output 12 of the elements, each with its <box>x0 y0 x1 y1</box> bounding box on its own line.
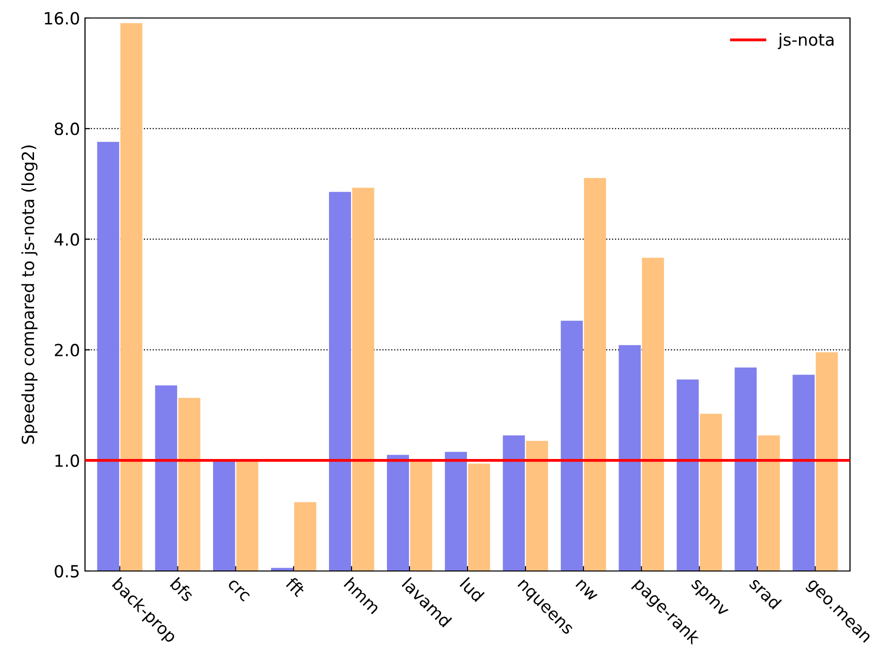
x-tick-label: fft <box>284 576 306 598</box>
y-tick-label: 16.0 <box>44 12 80 25</box>
y-tick-label: 0.5 <box>54 564 79 578</box>
y-tick-label: 2.0 <box>54 344 80 356</box>
x-tick-label: nw <box>576 579 598 602</box>
legend-label: js-nota <box>778 33 834 50</box>
y-axis-title: Speedup compared to js-nota (log2) <box>21 146 38 444</box>
x-tick-label: lud <box>459 576 485 602</box>
y-tick-label: 8.0 <box>54 122 80 136</box>
x-tick-label: crc <box>227 578 250 602</box>
y-tick-label: 1.0 <box>55 454 80 467</box>
y-tick-label: 4.0 <box>54 233 80 246</box>
